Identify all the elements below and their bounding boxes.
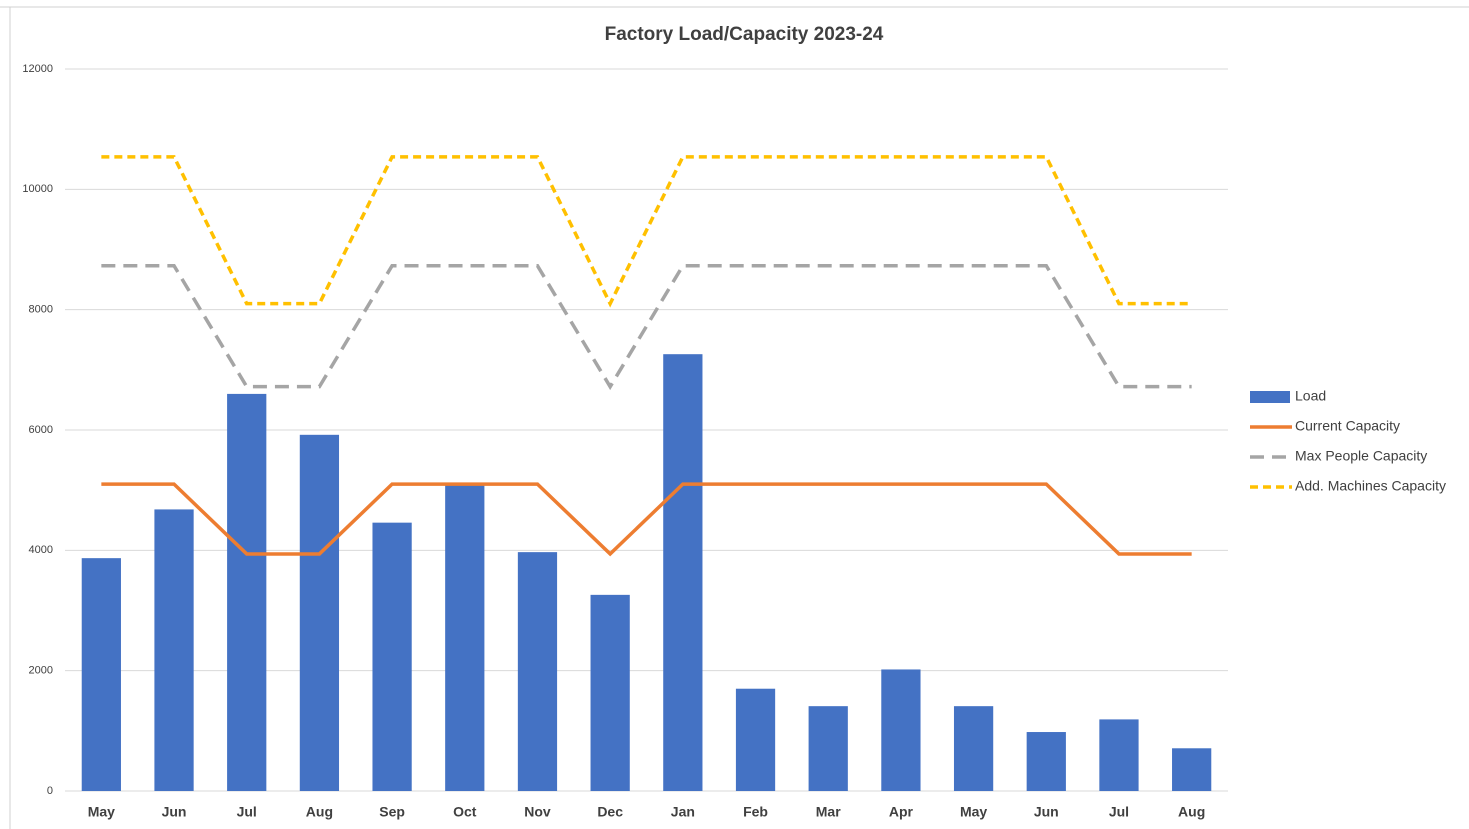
line: [101, 155, 1192, 308]
y-tick-label: 4000: [29, 544, 53, 556]
y-tick-label: 0: [47, 785, 53, 797]
line: [101, 482, 1192, 557]
bar: [81, 558, 121, 791]
x-tick-label: Nov: [524, 804, 551, 820]
chart-title: Factory Load/Capacity 2023-24: [605, 24, 884, 45]
x-tick-label: Aug: [1178, 804, 1205, 820]
bar: [154, 509, 194, 791]
legend-label: Max People Capacity: [1295, 448, 1427, 464]
x-tick-label: Jun: [162, 804, 187, 820]
bar: [663, 354, 703, 791]
y-tick-label: 12000: [22, 63, 53, 75]
bar: [590, 594, 630, 791]
bar: [1026, 732, 1066, 791]
bar: [735, 688, 776, 791]
x-tick-label: Jul: [1109, 804, 1129, 820]
bar: [299, 434, 340, 791]
x-tick-label: May: [960, 804, 987, 820]
bar: [517, 552, 558, 791]
bar: [227, 393, 267, 791]
bar: [953, 706, 994, 791]
y-tick-label: 2000: [29, 665, 53, 677]
bar: [1099, 719, 1139, 791]
legend-label: Add. Machines Capacity: [1295, 478, 1446, 494]
x-tick-label: Mar: [816, 804, 841, 820]
x-tick-label: Apr: [889, 804, 914, 820]
x-tick-label: Sep: [379, 804, 405, 820]
x-tick-label: Oct: [453, 804, 477, 820]
bar: [1172, 748, 1212, 791]
line: [101, 263, 1192, 391]
bar: [881, 669, 921, 791]
x-tick-label: Jul: [237, 804, 257, 820]
legend-swatch: [1250, 391, 1290, 403]
x-tick-label: Feb: [743, 804, 768, 820]
x-tick-label: Aug: [306, 804, 333, 820]
y-tick-label: 6000: [29, 424, 53, 436]
legend-label: Load: [1295, 388, 1326, 404]
x-tick-label: Jan: [671, 804, 695, 820]
legend-label: Current Capacity: [1295, 418, 1400, 434]
y-tick-label: 10000: [22, 183, 53, 195]
bar: [445, 484, 485, 791]
x-tick-label: Dec: [597, 804, 623, 820]
x-tick-label: Jun: [1034, 804, 1059, 820]
x-tick-label: May: [88, 804, 115, 820]
y-tick-label: 8000: [29, 304, 53, 316]
bar: [808, 706, 848, 791]
bar: [372, 522, 412, 791]
